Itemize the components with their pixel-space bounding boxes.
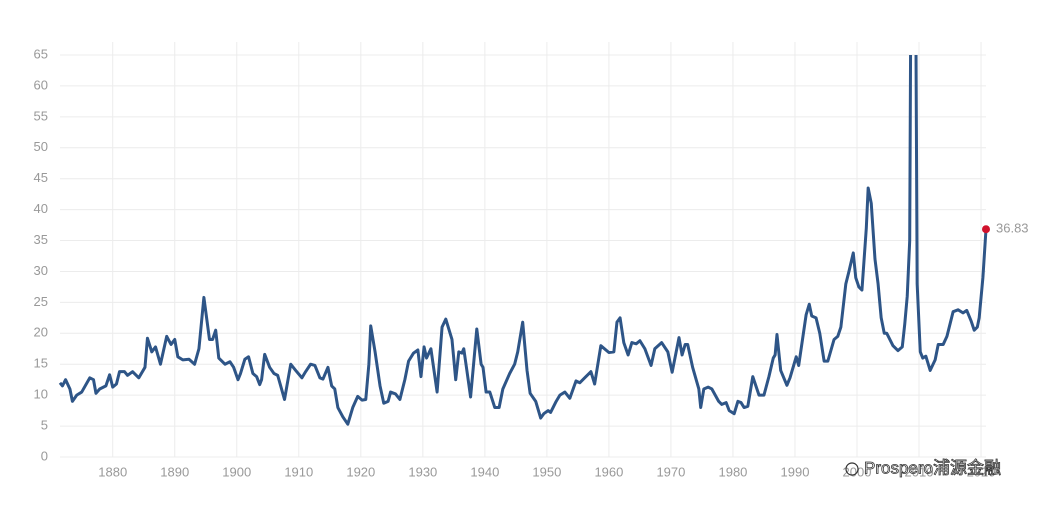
x-tick-label: 1980 xyxy=(718,464,747,479)
y-tick-label: 50 xyxy=(34,139,48,154)
labels: 0 5 10 15 20 25 30 35 40 45 50 55 60 65 1880 1890 1900 19… xyxy=(34,46,996,479)
x-tick-label: 1890 xyxy=(160,464,189,479)
watermark-icon xyxy=(845,462,859,476)
x-tick-label: 1960 xyxy=(594,464,623,479)
grid xyxy=(60,42,986,458)
marks xyxy=(58,55,988,426)
last-value-label: 36.83 xyxy=(996,221,1029,236)
y-tick-label: 5 xyxy=(41,418,48,433)
x-tick-label: 1880 xyxy=(98,464,127,479)
y-tick-label: 65 xyxy=(34,46,48,61)
y-tick-label: 15 xyxy=(34,356,48,371)
y-tick-label: 40 xyxy=(34,201,48,216)
x-tick-label: 1900 xyxy=(222,464,251,479)
y-tick-label: 35 xyxy=(34,232,48,247)
x-tick-label: 2010 xyxy=(905,464,934,479)
x-tick-label: 1990 xyxy=(781,464,810,479)
x-tick-label: 1940 xyxy=(470,464,499,479)
y-tick-label: 20 xyxy=(34,325,48,340)
watermark: Prospero浦源金融 xyxy=(864,458,1001,477)
x-tick-label: 1920 xyxy=(346,464,375,479)
y-tick-label: 30 xyxy=(34,263,48,278)
x-tick-label: 1950 xyxy=(532,464,561,479)
last-point xyxy=(982,225,990,234)
x-tick-label: 2020 xyxy=(967,464,996,479)
y-tick-label: 0 xyxy=(41,448,48,463)
y-tick-label: 45 xyxy=(34,170,48,185)
y-tick-label: 25 xyxy=(34,294,48,309)
overlay: 36.83 xyxy=(982,221,1029,236)
x-tick-label: 1970 xyxy=(656,464,685,479)
y-tick-label: 60 xyxy=(34,77,48,92)
x-tick-label: 1930 xyxy=(408,464,437,479)
x-tick-label: 1910 xyxy=(284,464,313,479)
y-tick-label: 55 xyxy=(34,108,48,123)
line xyxy=(58,55,988,426)
y-tick-label: 10 xyxy=(34,387,48,402)
